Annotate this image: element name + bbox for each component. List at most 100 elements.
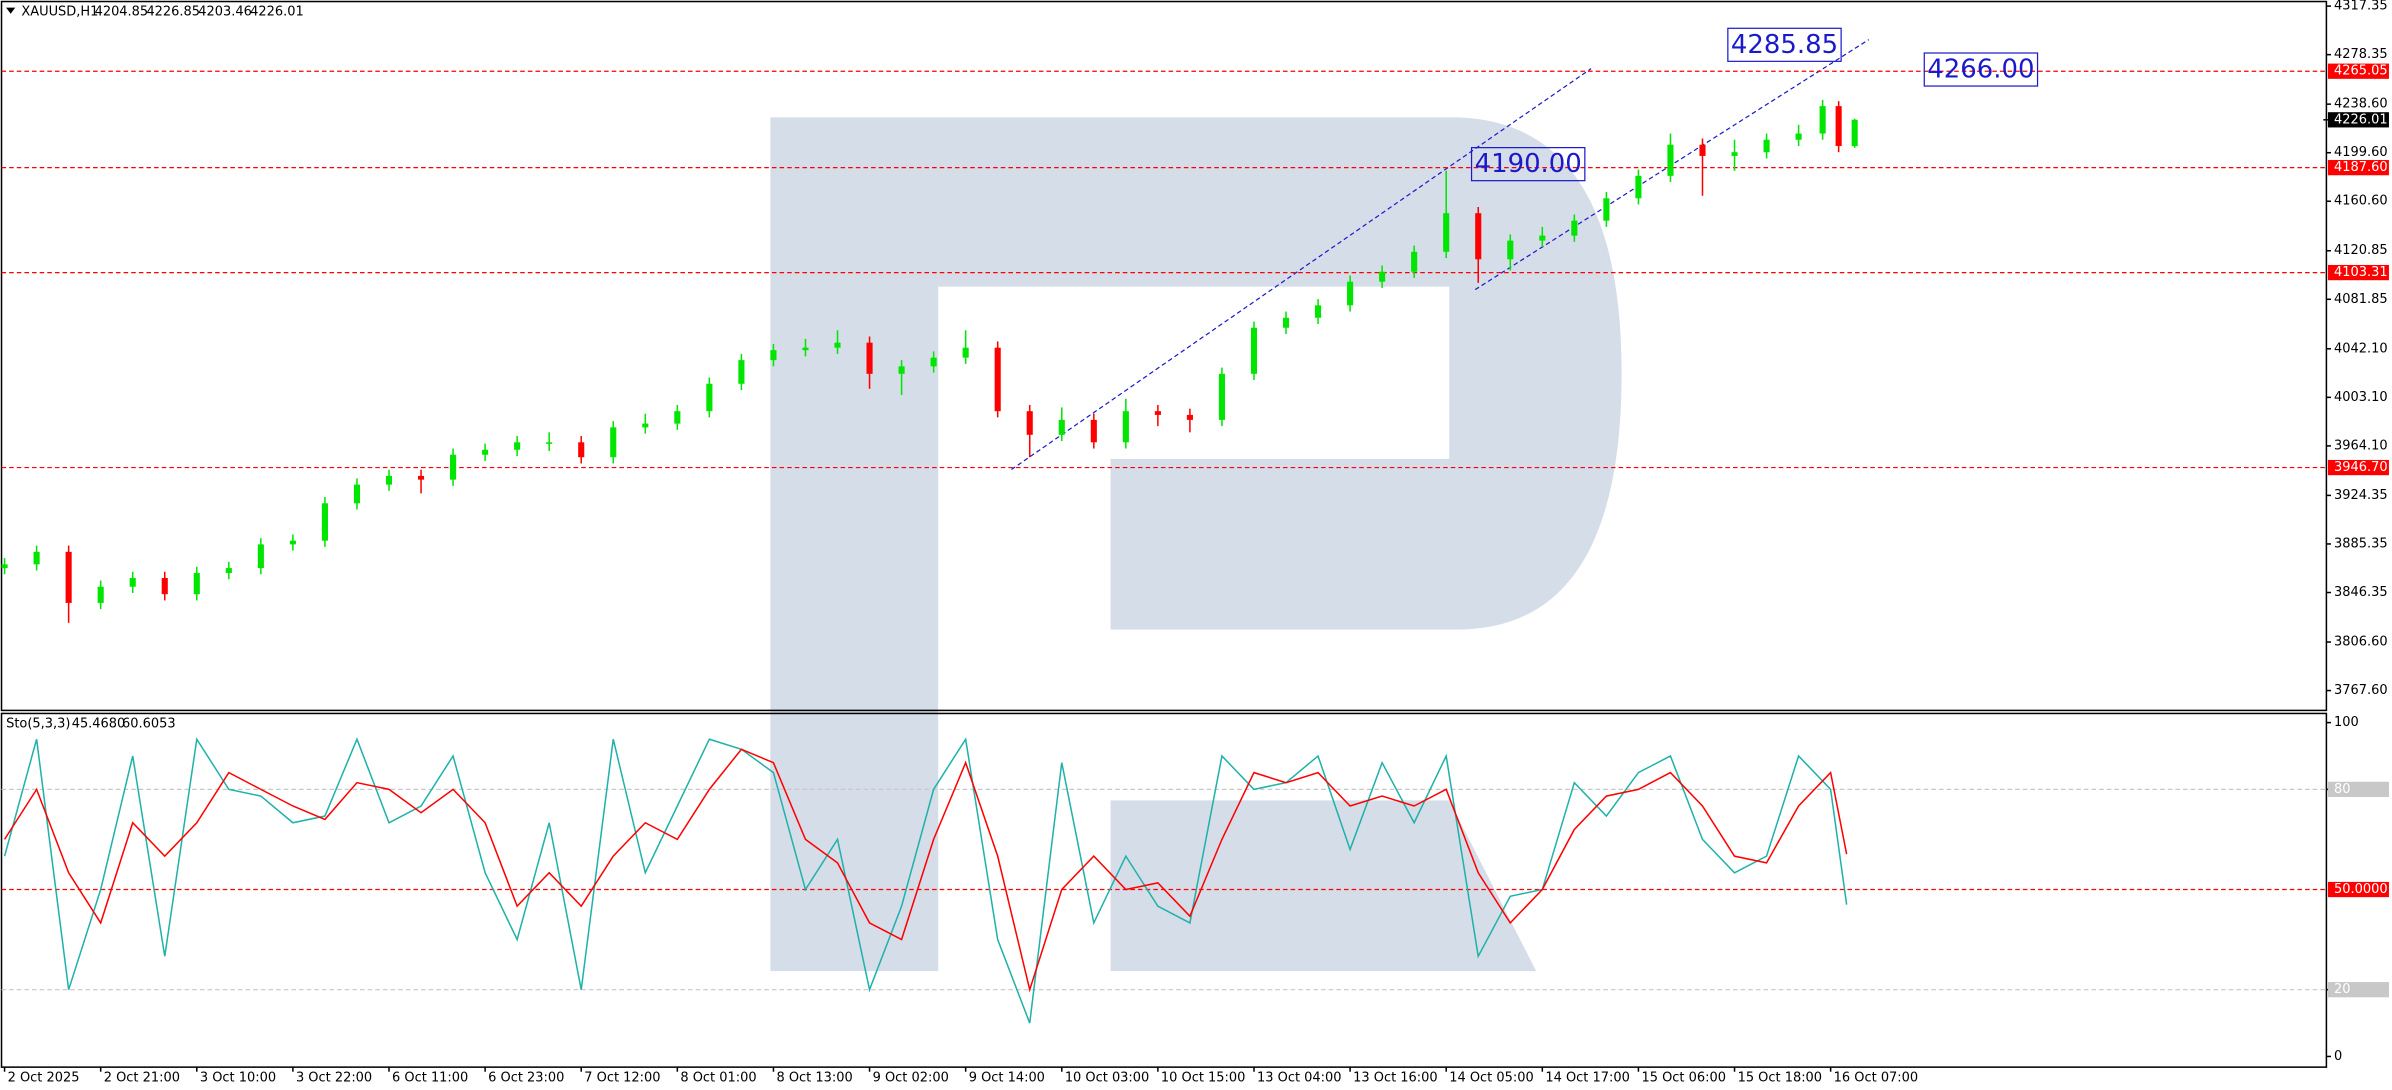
level-label: 80	[2334, 782, 2350, 797]
symbol: XAUUSD,H1	[21, 5, 98, 20]
candle-body	[610, 427, 617, 458]
y-tick-label: 4081.85	[2334, 292, 2388, 307]
level-label-box	[2327, 63, 2389, 79]
x-tick-label: 13 Oct 16:00	[1353, 1070, 1437, 1085]
candle-body	[514, 442, 521, 450]
candle-body	[1819, 106, 1826, 134]
signal-readout: 60.6053	[122, 717, 176, 732]
candle-body	[738, 360, 745, 384]
candle-body	[482, 449, 489, 455]
candle-body	[834, 342, 841, 348]
candle-body	[417, 475, 425, 480]
y-tick-label: 3924.35	[2334, 488, 2388, 503]
candle-body	[1507, 240, 1514, 260]
y-tick-label: 4278.35	[2334, 47, 2388, 62]
x-tick-label: 2 Oct 21:00	[104, 1070, 180, 1085]
open-readout: 4204.85	[95, 5, 149, 20]
candle-body	[385, 475, 393, 485]
y-tick-label: 100	[2334, 715, 2359, 730]
candle-body	[898, 366, 905, 374]
candle-body	[257, 544, 264, 569]
main-readout: 45.4680	[72, 717, 126, 732]
candle-body	[1475, 213, 1482, 260]
close-readout: 4226.01	[250, 5, 304, 20]
level-label-box	[2327, 781, 2389, 797]
y-tick-label: 3767.60	[2334, 683, 2388, 698]
current-price-label: 4226.01	[2334, 112, 2388, 127]
level-label: 4265.05	[2334, 64, 2388, 79]
candle-body	[1443, 213, 1450, 252]
candle-body	[65, 551, 72, 603]
annotation-label: 4285.85	[1731, 30, 1838, 60]
candle-body	[1603, 198, 1610, 221]
candle-body	[994, 347, 1001, 412]
x-tick-label: 16 Oct 07:00	[1834, 1070, 1918, 1085]
candle-body	[770, 350, 777, 361]
x-tick-label: 14 Oct 05:00	[1449, 1070, 1533, 1085]
candle-body	[1571, 220, 1578, 236]
x-tick-label: 3 Oct 10:00	[200, 1070, 276, 1085]
candle-body	[642, 423, 649, 428]
x-tick-label: 10 Oct 03:00	[1065, 1070, 1149, 1085]
candle-body	[1347, 281, 1354, 306]
candle-body	[578, 442, 585, 458]
y-tick-label: 4238.60	[2334, 97, 2388, 112]
level-label: 4187.60	[2334, 160, 2388, 175]
current-price-box	[2327, 112, 2389, 128]
x-tick-label: 9 Oct 02:00	[873, 1070, 949, 1085]
y-tick-label: 4199.60	[2334, 145, 2388, 160]
y-tick-label: 3885.35	[2334, 536, 2388, 551]
candle-body	[674, 411, 681, 424]
x-tick-label: 8 Oct 13:00	[776, 1070, 852, 1085]
y-tick-label: 4120.85	[2334, 243, 2388, 258]
candle-body	[1699, 144, 1706, 156]
candle-body	[1122, 411, 1129, 443]
annotation-label: 4190.00	[1475, 149, 1582, 179]
y-tick-label: 4317.35	[2334, 0, 2388, 14]
x-tick-label: 15 Oct 06:00	[1641, 1070, 1725, 1085]
level-label: 3946.70	[2334, 460, 2388, 475]
high-readout: 4226.85	[146, 5, 200, 20]
candle-body	[129, 578, 136, 587]
candle-body	[1851, 119, 1858, 147]
watermark	[770, 117, 1622, 972]
y-tick-label: 3846.35	[2334, 585, 2388, 600]
candle-body	[1218, 373, 1226, 420]
candle-body	[353, 484, 361, 504]
y-tick-label: 4160.60	[2334, 194, 2388, 209]
x-tick-label: 15 Oct 18:00	[1738, 1070, 1822, 1085]
x-tick-label: 9 Oct 14:00	[969, 1070, 1045, 1085]
candle-body	[706, 383, 713, 412]
annotation-box	[1727, 27, 1842, 62]
candle-body	[1, 564, 8, 569]
candle-body	[1635, 175, 1642, 199]
stochastic-line	[3, 737, 1848, 1024]
level-label-box	[2327, 881, 2389, 898]
candle-body	[802, 347, 809, 351]
candle-body	[1058, 419, 1065, 435]
x-tick-label: 6 Oct 11:00	[392, 1070, 468, 1085]
level-label-box	[2327, 982, 2389, 998]
candle-body	[1795, 133, 1802, 140]
candle-body	[161, 578, 168, 595]
candle-body	[1835, 106, 1842, 146]
y-tick-label: 3806.60	[2334, 635, 2388, 650]
candle-body	[1763, 139, 1770, 153]
y-tick-label: 4042.10	[2334, 341, 2388, 356]
x-tick-label: 6 Oct 23:00	[488, 1070, 564, 1085]
annotation-label: 4266.00	[1927, 55, 2034, 85]
candle-body	[1379, 271, 1386, 282]
candle-body	[1154, 411, 1161, 415]
candle-body	[1186, 414, 1193, 420]
x-tick-label: 2 Oct 2025	[8, 1070, 80, 1085]
candle-body	[1539, 235, 1546, 241]
level-label: 20	[2334, 982, 2350, 997]
annotation-box	[1470, 147, 1586, 182]
level-label: 50.0000	[2334, 882, 2388, 897]
candle-body	[866, 342, 873, 374]
stochastic-pane	[0, 712, 2328, 1068]
level-label-box	[2327, 459, 2389, 476]
